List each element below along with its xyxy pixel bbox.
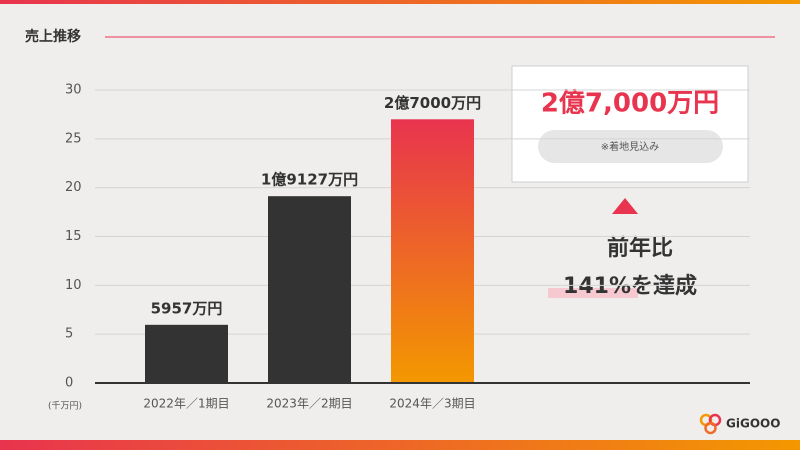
y-tick-label: 15 (65, 229, 82, 244)
top-stripe (0, 0, 800, 4)
y-unit-label: (千万円) (48, 401, 82, 412)
x-tick-label: 2024年／3期目 (389, 397, 475, 411)
x-tick-label: 2023年／2期目 (266, 397, 352, 411)
bar (268, 196, 351, 383)
up-arrow (612, 198, 638, 214)
bar (391, 119, 474, 384)
forecast-note: ※着地見込み (601, 140, 659, 153)
forecast-box (511, 65, 749, 183)
y-tick-label: 10 (65, 278, 82, 293)
growth-value: 141%を達成 (563, 273, 697, 299)
growth-label: 前年比 (607, 235, 673, 261)
note-pill (538, 130, 723, 163)
y-tick-label: 5 (65, 327, 73, 342)
chart-title: 売上推移 (25, 28, 81, 45)
value-label: 1億9127万円 (261, 171, 358, 189)
forecast-value: 2億7,000万円 (541, 89, 719, 119)
y-tick-label: 25 (65, 131, 82, 146)
x-tick-label: 2022年／1期目 (143, 397, 229, 411)
growth-highlight (548, 288, 638, 298)
y-tick-label: 0 (65, 376, 73, 391)
bottom-stripe (0, 440, 800, 450)
value-label: 2億7000万円 (384, 94, 481, 112)
brand: GiGOOO (726, 417, 780, 431)
y-tick-label: 30 (65, 83, 82, 98)
bar (145, 324, 228, 383)
value-label: 5957万円 (151, 299, 223, 317)
logo (699, 413, 722, 435)
y-tick-label: 20 (65, 180, 82, 195)
logo-ring (704, 421, 717, 435)
